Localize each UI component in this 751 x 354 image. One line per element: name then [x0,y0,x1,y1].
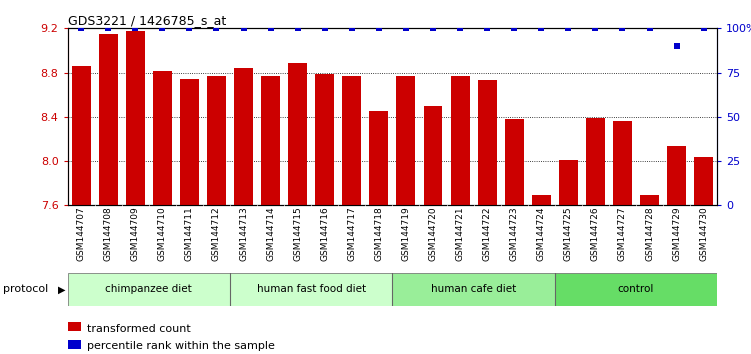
Text: GSM144707: GSM144707 [77,207,86,261]
Text: percentile rank within the sample: percentile rank within the sample [87,341,275,351]
Bar [68,322,80,331]
Bar [261,76,280,354]
Text: human cafe diet: human cafe diet [431,284,516,295]
Text: GSM144718: GSM144718 [374,207,383,261]
Text: GSM144728: GSM144728 [645,207,654,261]
Bar [230,273,392,306]
Bar [207,76,226,354]
Point [156,25,168,31]
Text: GSM144722: GSM144722 [483,207,492,261]
Text: GSM144711: GSM144711 [185,207,194,261]
Text: GSM144727: GSM144727 [618,207,627,261]
Text: GSM144724: GSM144724 [537,207,546,261]
Point [617,25,629,31]
Text: GSM144730: GSM144730 [699,207,708,261]
Bar [694,157,713,354]
Point [291,25,303,31]
Point [481,25,493,31]
Text: GSM144725: GSM144725 [564,207,573,261]
Text: GSM144719: GSM144719 [402,207,411,261]
Text: control: control [618,284,654,295]
Point [454,25,466,31]
Bar [397,76,415,354]
Bar [71,66,91,354]
Bar [640,195,659,354]
Point [183,25,195,31]
Bar [555,273,717,306]
Point [427,25,439,31]
Bar [98,34,118,354]
Point [237,25,249,31]
Bar [478,80,496,354]
Text: GSM144709: GSM144709 [131,207,140,261]
Point [400,25,412,31]
Point [508,25,520,31]
Bar [613,121,632,354]
Point [102,25,114,31]
Bar [369,111,388,354]
Point [129,25,141,31]
Text: GSM144717: GSM144717 [347,207,356,261]
Point [590,25,602,31]
Bar [559,160,578,354]
Text: chimpanzee diet: chimpanzee diet [105,284,192,295]
Point [671,43,683,49]
Point [345,25,357,31]
Bar [315,74,334,354]
Text: GSM144708: GSM144708 [104,207,113,261]
Point [644,25,656,31]
Text: GSM144710: GSM144710 [158,207,167,261]
Bar [68,273,230,306]
Point [535,25,547,31]
Bar [68,340,80,349]
Bar [532,195,550,354]
Text: protocol: protocol [3,284,48,295]
Point [698,25,710,31]
Text: GSM144721: GSM144721 [456,207,465,261]
Text: GSM144720: GSM144720 [429,207,438,261]
Bar [586,118,605,354]
Text: GSM144723: GSM144723 [510,207,519,261]
Bar [125,30,145,354]
Bar [234,68,253,354]
Bar [424,106,442,354]
Text: GSM144713: GSM144713 [239,207,248,261]
Point [562,25,575,31]
Point [372,25,385,31]
Point [318,25,330,31]
Text: GSM144712: GSM144712 [212,207,221,261]
Bar [180,79,199,354]
Text: GSM144715: GSM144715 [293,207,302,261]
Bar [505,119,523,354]
Point [75,25,87,31]
Text: ▶: ▶ [58,284,65,295]
Bar [288,63,307,354]
Text: GSM144716: GSM144716 [320,207,329,261]
Text: transformed count: transformed count [87,324,191,333]
Point [264,25,276,31]
Bar [392,273,555,306]
Text: GSM144714: GSM144714 [266,207,275,261]
Bar [451,76,469,354]
Bar [667,145,686,354]
Text: GSM144729: GSM144729 [672,207,681,261]
Bar [153,72,172,354]
Point [210,25,222,31]
Text: GDS3221 / 1426785_s_at: GDS3221 / 1426785_s_at [68,14,226,27]
Text: GSM144726: GSM144726 [591,207,600,261]
Text: human fast food diet: human fast food diet [257,284,366,295]
Bar [342,76,361,354]
